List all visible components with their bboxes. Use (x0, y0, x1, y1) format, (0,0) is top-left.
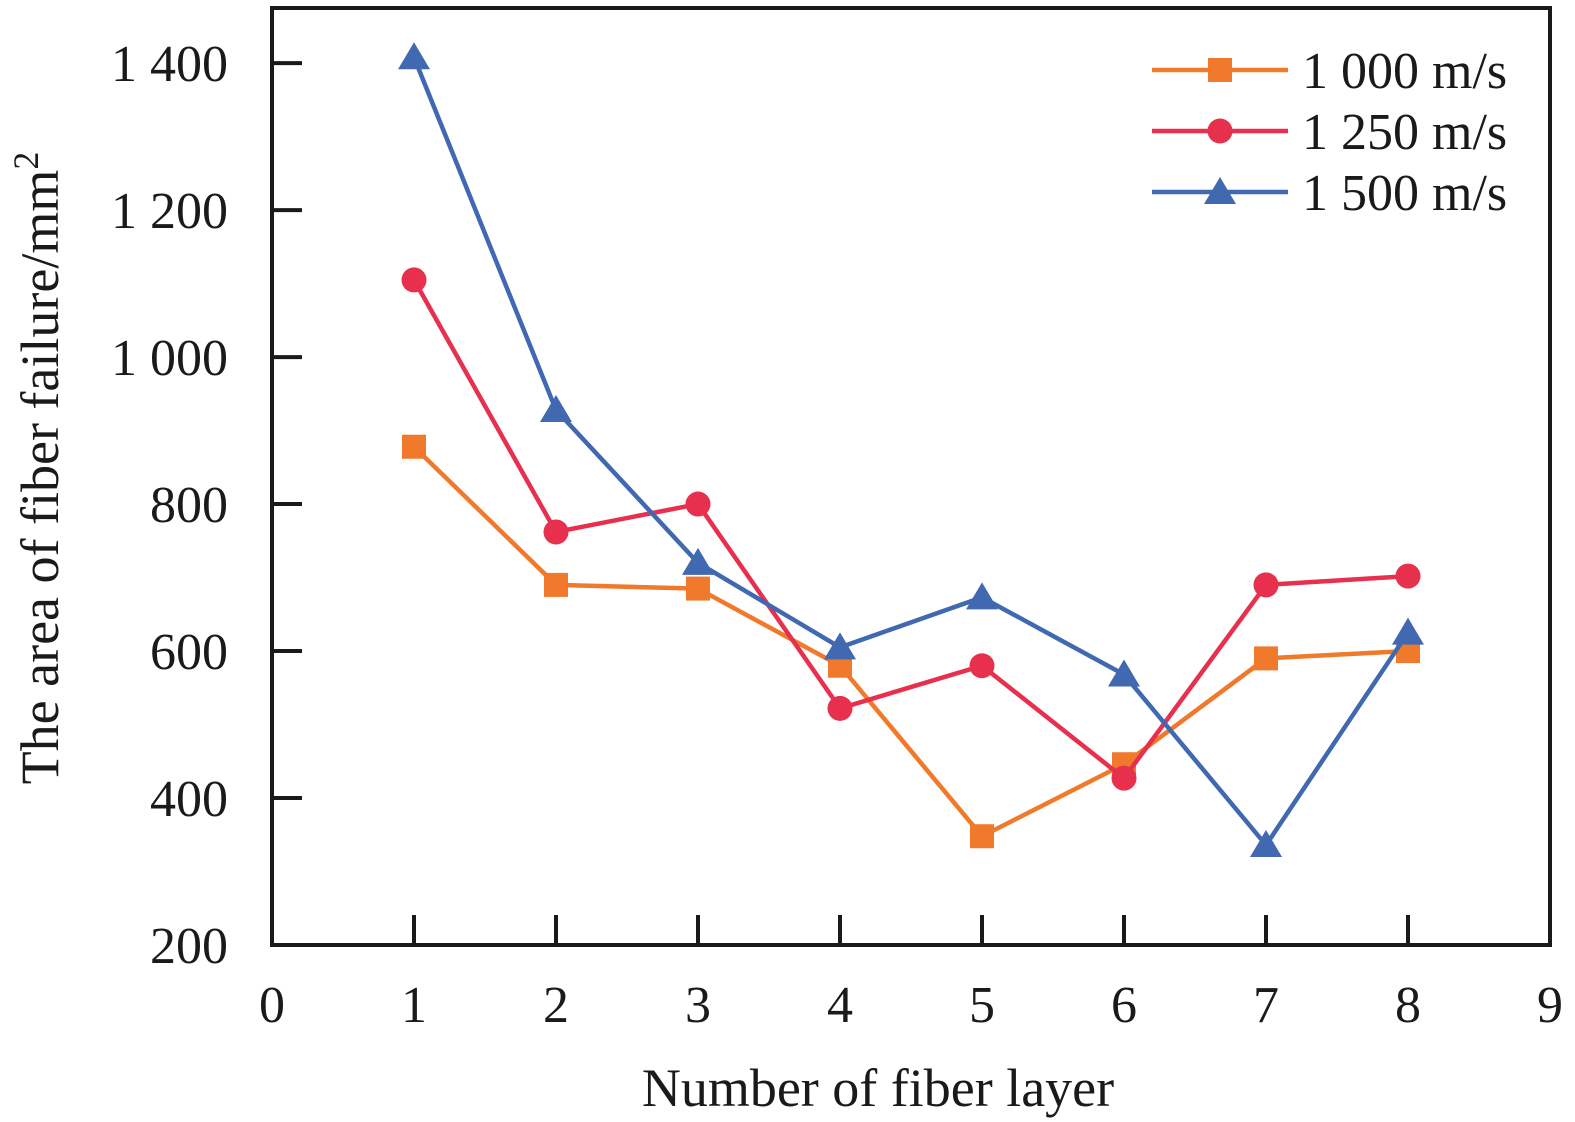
x-tick-label: 4 (827, 977, 853, 1034)
x-tick-label: 7 (1253, 977, 1279, 1034)
x-tick-label: 6 (1111, 977, 1137, 1034)
y-tick-label: 200 (150, 918, 228, 975)
x-tick-label: 1 (401, 977, 427, 1034)
x-tick-label: 0 (259, 977, 285, 1034)
y-tick-label: 1 200 (111, 183, 228, 240)
data-point-circle (685, 491, 711, 517)
data-point-square (402, 434, 426, 459)
data-point-triangle (824, 632, 856, 660)
data-point-triangle (540, 394, 572, 422)
data-point-triangle (966, 582, 998, 610)
x-tick-label: 2 (543, 977, 569, 1034)
data-point-circle (1111, 765, 1137, 791)
data-point-square (970, 824, 994, 849)
data-point-circle (401, 267, 427, 293)
y-tick-label: 1 000 (111, 330, 228, 387)
y-axis-title: The area of fiber failure/mm2 (6, 152, 70, 785)
legend-marker-triangle (1204, 177, 1236, 204)
y-tick-label: 1 400 (111, 36, 228, 93)
series-line-square (412, 445, 1409, 840)
legend-label: 1 000 m/s (1302, 43, 1507, 100)
data-point-square (686, 576, 710, 601)
data-point-triangle (1392, 617, 1424, 645)
x-tick-label: 5 (969, 977, 995, 1034)
data-point-triangle (682, 547, 714, 575)
plot-area: 200 400 600 800 1 000 1 200 1 400 0 1 2 3 4 5 6 7 8 9 (111, 6, 1563, 1034)
legend: 1 000 m/s1 250 m/s1 500 m/s (1152, 43, 1507, 222)
data-point-triangle (398, 42, 430, 70)
y-tick-label: 800 (150, 477, 228, 534)
series-line-circle (412, 278, 1409, 782)
legend-label: 1 250 m/s (1302, 104, 1507, 161)
data-point-circle (827, 695, 853, 721)
data-point-square (1254, 646, 1278, 671)
data-point-circle (1395, 563, 1421, 589)
y-tick-label: 600 (150, 624, 228, 681)
series-line-triangle (411, 56, 1410, 849)
x-tick-label: 9 (1537, 977, 1563, 1034)
y-tick-label: 400 (150, 771, 228, 828)
legend-marker-square (1208, 58, 1232, 82)
x-tick-label: 8 (1395, 977, 1421, 1034)
data-point-circle (543, 519, 569, 545)
y-axis-title-main: The area of fiber failure/mm (10, 170, 70, 785)
x-axis-title: Number of fiber layer (642, 1058, 1114, 1118)
x-tick-label: 3 (685, 977, 711, 1034)
data-point-circle (969, 653, 995, 679)
plot-border (270, 6, 1552, 947)
legend-label: 1 500 m/s (1302, 165, 1507, 222)
data-point-triangle (1108, 659, 1140, 687)
data-point-triangle (1250, 830, 1282, 858)
legend-marker-circle (1207, 118, 1233, 144)
data-point-square (544, 572, 568, 597)
y-axis-title-superscript: 2 (6, 152, 46, 170)
data-point-circle (1253, 572, 1279, 598)
